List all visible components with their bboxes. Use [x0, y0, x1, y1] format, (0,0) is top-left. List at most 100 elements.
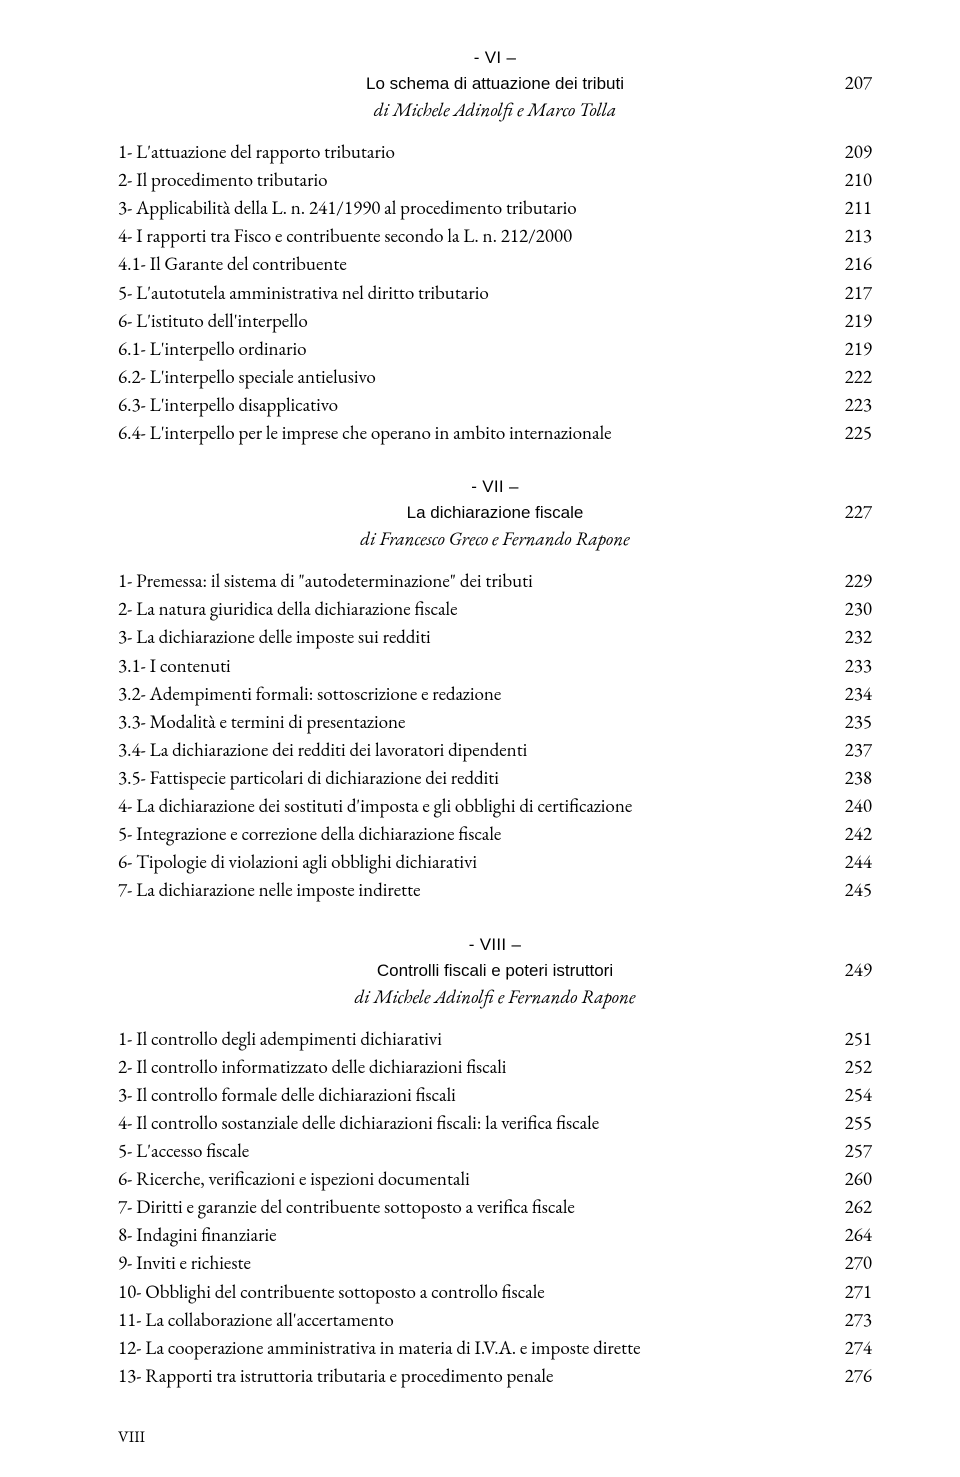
toc-entry-label: 3- Il controllo formale delle dichiarazi…: [118, 1081, 832, 1109]
toc-entry-page: 254: [832, 1081, 872, 1109]
toc-entry: 6- Ricerche, verificazioni e ispezioni d…: [118, 1165, 872, 1193]
toc-entry: 2- Il procedimento tributario210: [118, 166, 872, 194]
toc-entry-page: 260: [832, 1165, 872, 1193]
toc-entry: 6.2- L'interpello speciale antielusivo22…: [118, 363, 872, 391]
toc-entry-page: 244: [832, 848, 872, 876]
toc-entry-page: 211: [832, 194, 872, 222]
toc-entry-label: 3.2- Adempimenti formali: sottoscrizione…: [118, 680, 832, 708]
toc-entry-label: 4- Il controllo sostanziale delle dichia…: [118, 1109, 832, 1137]
toc-entry: 6.1- L'interpello ordinario219: [118, 335, 872, 363]
toc-entry: 3.1- I contenuti233: [118, 652, 872, 680]
toc-entry-label: 6- L'istituto dell'interpello: [118, 307, 832, 335]
toc-entry-page: 242: [832, 820, 872, 848]
chapter-author: di Michele Adinolfi e Marco Tolla: [118, 97, 872, 122]
toc-entry: 5- L'accesso fiscale257: [118, 1137, 872, 1165]
toc-entry-page: 252: [832, 1053, 872, 1081]
toc-entry-page: 234: [832, 680, 872, 708]
chapter-page: 207: [624, 70, 872, 95]
toc-entry-label: 5- L'accesso fiscale: [118, 1137, 832, 1165]
toc-entry-page: 245: [832, 876, 872, 904]
toc-entry: 4.1- Il Garante del contribuente216: [118, 250, 872, 278]
chapter-title-row: Lo schema di attuazione dei tributi207: [118, 70, 872, 95]
toc-entry-page: 225: [832, 419, 872, 447]
toc-entry: 3.5- Fattispecie particolari di dichiara…: [118, 764, 872, 792]
toc-entry-label: 3.4- La dichiarazione dei redditi dei la…: [118, 736, 832, 764]
toc-entry: 7- Diritti e garanzie del contribuente s…: [118, 1193, 872, 1221]
toc-entry-page: 271: [832, 1278, 872, 1306]
chapter-author: di Michele Adinolfi e Fernando Rapone: [118, 984, 872, 1009]
toc-content: - VI –Lo schema di attuazione dei tribut…: [118, 48, 872, 1390]
toc-entry-label: 11- La collaborazione all'accertamento: [118, 1306, 832, 1334]
toc-entry-label: 1- Il controllo degli adempimenti dichia…: [118, 1025, 832, 1053]
toc-entry: 4- Il controllo sostanziale delle dichia…: [118, 1109, 872, 1137]
toc-entry: 7- La dichiarazione nelle imposte indire…: [118, 876, 872, 904]
toc-entry-page: 251: [832, 1025, 872, 1053]
toc-entry: 6.3- L'interpello disapplicativo223: [118, 391, 872, 419]
toc-entry-page: 270: [832, 1249, 872, 1277]
toc-entry-label: 6.3- L'interpello disapplicativo: [118, 391, 832, 419]
toc-list: 1- L'attuazione del rapporto tributario2…: [118, 138, 872, 447]
toc-entry-label: 10- Obblighi del contribuente sottoposto…: [118, 1278, 832, 1306]
toc-entry: 9- Inviti e richieste270: [118, 1249, 872, 1277]
toc-entry-page: 209: [832, 138, 872, 166]
toc-entry: 6- Tipologie di violazioni agli obblighi…: [118, 848, 872, 876]
toc-entry-page: 230: [832, 595, 872, 623]
toc-entry: 3- Il controllo formale delle dichiarazi…: [118, 1081, 872, 1109]
chapter-number: - VIII –: [118, 935, 872, 955]
toc-entry-page: 233: [832, 652, 872, 680]
chapter-title: Controlli fiscali e poteri istruttori: [377, 961, 613, 981]
toc-entry-label: 7- Diritti e garanzie del contribuente s…: [118, 1193, 832, 1221]
chapter-title-row: Controlli fiscali e poteri istruttori249: [118, 957, 872, 982]
toc-entry: 6.4- L'interpello per le imprese che ope…: [118, 419, 872, 447]
toc-entry-page: 210: [832, 166, 872, 194]
toc-entry-label: 2- Il controllo informatizzato delle dic…: [118, 1053, 832, 1081]
toc-entry-page: 216: [832, 250, 872, 278]
toc-entry-page: 219: [832, 307, 872, 335]
toc-entry-label: 3.3- Modalità e termini di presentazione: [118, 708, 832, 736]
chapter-header: - VIII –Controlli fiscali e poteri istru…: [118, 935, 872, 1009]
toc-entry: 5- Integrazione e correzione della dichi…: [118, 820, 872, 848]
chapter-title: La dichiarazione fiscale: [407, 503, 584, 523]
toc-entry-page: 217: [832, 279, 872, 307]
toc-entry-label: 3.1- I contenuti: [118, 652, 832, 680]
toc-entry-page: 257: [832, 1137, 872, 1165]
toc-entry: 13- Rapporti tra istruttoria tributaria …: [118, 1362, 872, 1390]
toc-entry-label: 6.1- L'interpello ordinario: [118, 335, 832, 363]
toc-entry-page: 219: [832, 335, 872, 363]
toc-entry-page: 240: [832, 792, 872, 820]
toc-entry-page: 222: [832, 363, 872, 391]
chapter-author: di Francesco Greco e Fernando Rapone: [118, 526, 872, 551]
toc-entry: 5- L'autotutela amministrativa nel dirit…: [118, 279, 872, 307]
toc-entry-page: 273: [832, 1306, 872, 1334]
toc-entry: 2- Il controllo informatizzato delle dic…: [118, 1053, 872, 1081]
toc-entry-label: 4- I rapporti tra Fisco e contribuente s…: [118, 222, 832, 250]
toc-entry: 3- Applicabilità della L. n. 241/1990 al…: [118, 194, 872, 222]
chapter-header: - VI –Lo schema di attuazione dei tribut…: [118, 48, 872, 122]
toc-entry-label: 9- Inviti e richieste: [118, 1249, 832, 1277]
toc-entry: 3.3- Modalità e termini di presentazione…: [118, 708, 872, 736]
toc-entry-page: 232: [832, 623, 872, 651]
toc-entry-label: 2- Il procedimento tributario: [118, 166, 832, 194]
toc-entry-page: 238: [832, 764, 872, 792]
toc-entry: 10- Obblighi del contribuente sottoposto…: [118, 1278, 872, 1306]
toc-entry: 8- Indagini finanziarie264: [118, 1221, 872, 1249]
toc-entry: 1- L'attuazione del rapporto tributario2…: [118, 138, 872, 166]
toc-entry: 12- La cooperazione amministrativa in ma…: [118, 1334, 872, 1362]
toc-entry-label: 5- L'autotutela amministrativa nel dirit…: [118, 279, 832, 307]
toc-entry-page: 223: [832, 391, 872, 419]
toc-entry-label: 6.4- L'interpello per le imprese che ope…: [118, 419, 832, 447]
toc-entry: 3- La dichiarazione delle imposte sui re…: [118, 623, 872, 651]
toc-list: 1- Premessa: il sistema di "autodetermin…: [118, 567, 872, 904]
chapter-title: Lo schema di attuazione dei tributi: [366, 74, 624, 94]
toc-entry: 1- Premessa: il sistema di "autodetermin…: [118, 567, 872, 595]
toc-entry-label: 13- Rapporti tra istruttoria tributaria …: [118, 1362, 832, 1390]
toc-entry-page: 255: [832, 1109, 872, 1137]
toc-entry-label: 5- Integrazione e correzione della dichi…: [118, 820, 832, 848]
toc-entry-label: 3.5- Fattispecie particolari di dichiara…: [118, 764, 832, 792]
toc-entry: 1- Il controllo degli adempimenti dichia…: [118, 1025, 872, 1053]
chapter-page: 249: [613, 957, 872, 982]
toc-entry-label: 6- Tipologie di violazioni agli obblighi…: [118, 848, 832, 876]
chapter-number: - VI –: [118, 48, 872, 68]
toc-entry-label: 6.2- L'interpello speciale antielusivo: [118, 363, 832, 391]
toc-entry-page: 274: [832, 1334, 872, 1362]
